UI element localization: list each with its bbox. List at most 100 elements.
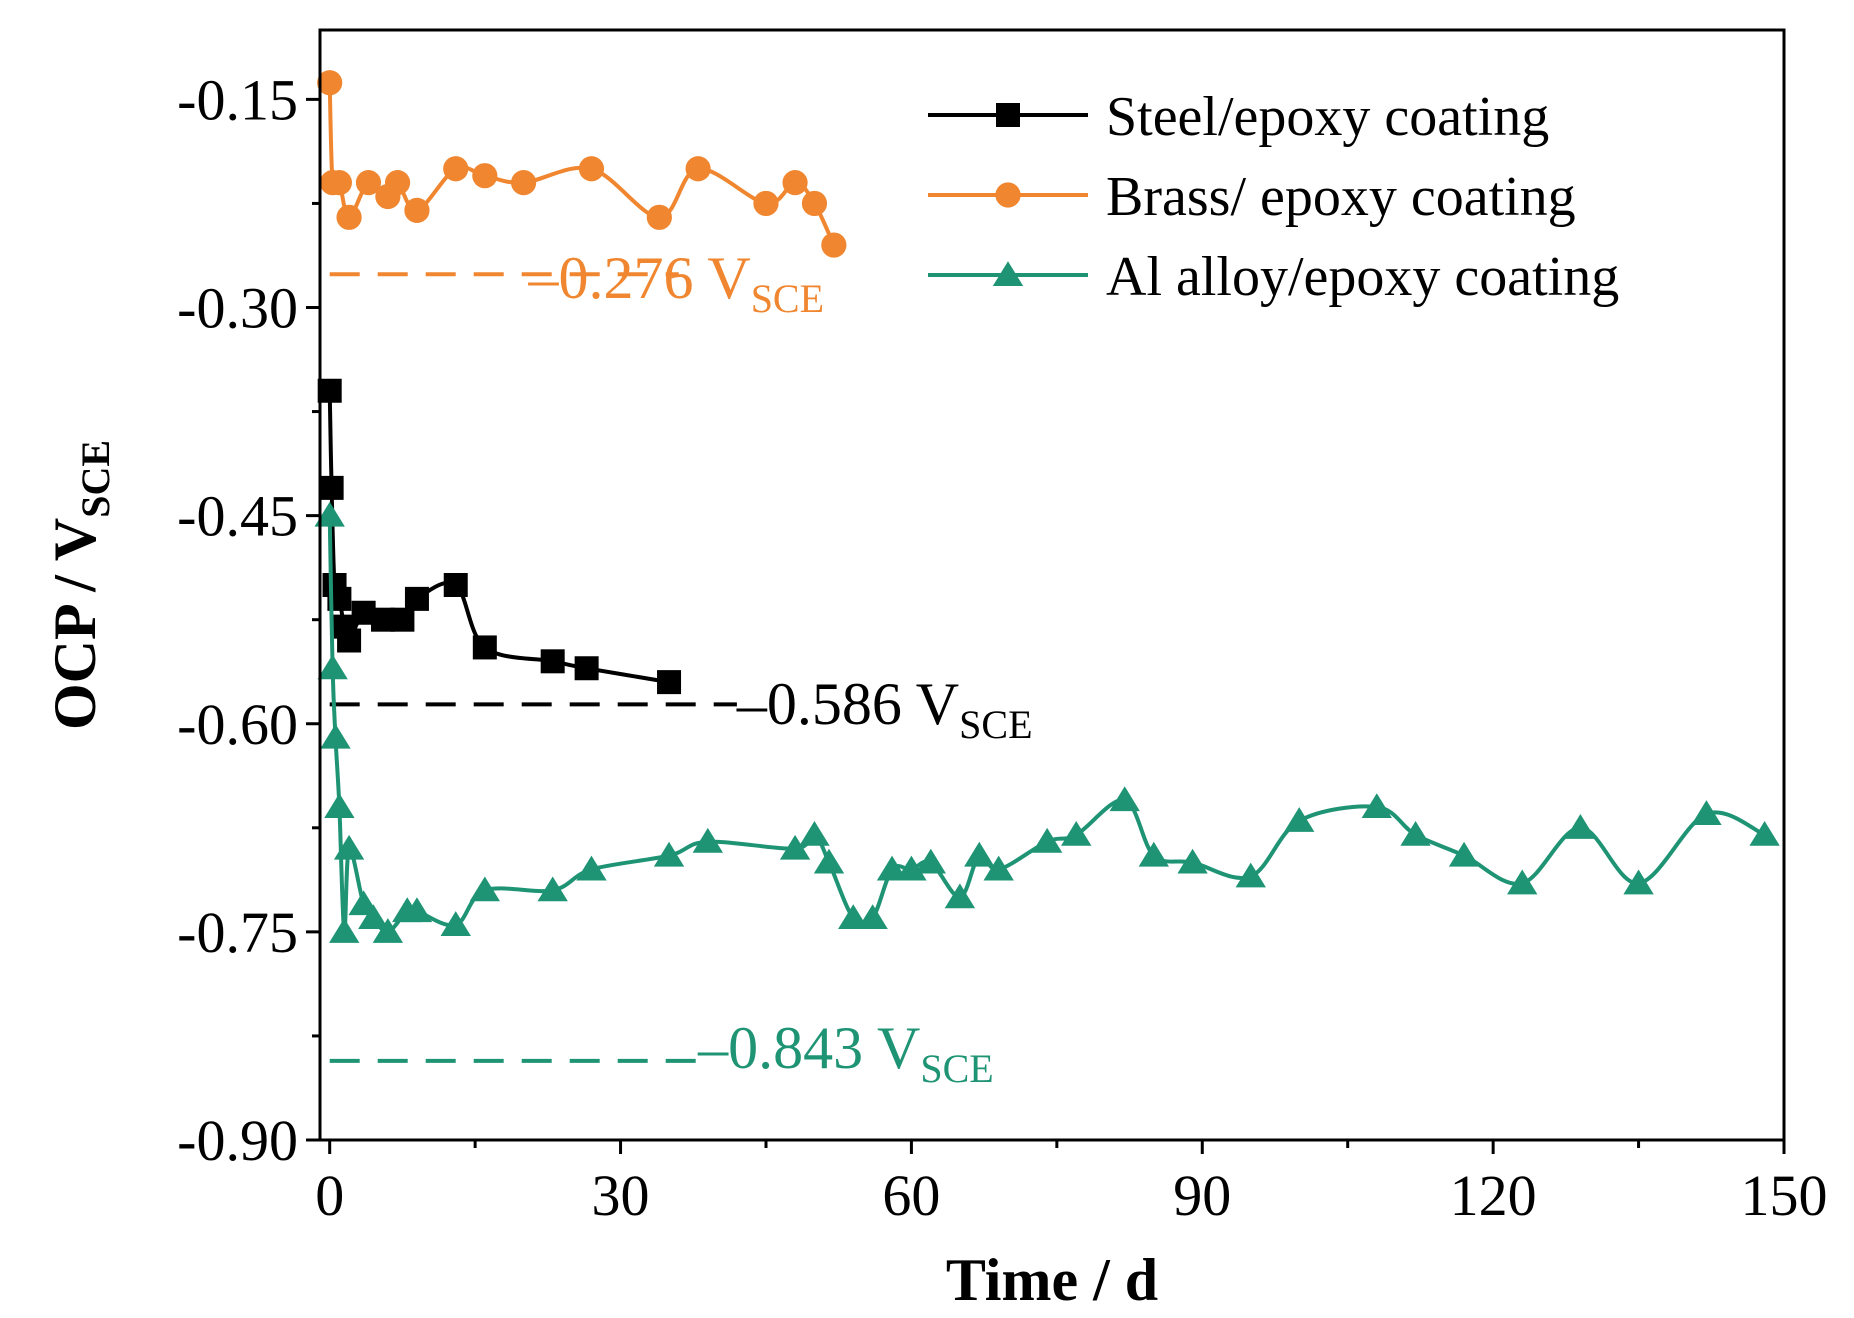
reference-lines: –0.276 VSCE–0.586 VSCE–0.843 VSCE	[329, 245, 1033, 1091]
y-axis-title-main: OCP / V	[42, 518, 108, 730]
data-point	[404, 586, 429, 611]
series-square	[317, 378, 682, 695]
data-point	[404, 197, 430, 223]
data-point	[1623, 869, 1654, 895]
reference-label-value: –0.843 V	[697, 1015, 920, 1081]
legend-marker	[992, 261, 1024, 287]
data-point	[443, 573, 468, 597]
axis-ticks: 0 30 60 90 120 150 -0.15 -0.30 -0.45 -0.60 -0.75 -0…	[177, 67, 1827, 1228]
data-point	[317, 70, 343, 96]
data-point	[576, 855, 607, 881]
reference-label: –0.276 VSCE	[527, 245, 824, 321]
reference-label-subscript: SCE	[751, 276, 824, 321]
data-point	[1565, 814, 1596, 839]
data-point	[685, 156, 711, 182]
data-point	[372, 918, 404, 943]
series-layer	[314, 70, 1780, 943]
data-point	[779, 834, 811, 860]
x-tick-label: 0	[315, 1163, 344, 1228]
data-point	[578, 156, 605, 182]
data-point	[896, 855, 927, 881]
series-circle	[317, 70, 847, 258]
data-point	[653, 841, 685, 867]
data-point	[1361, 793, 1392, 819]
data-point	[915, 848, 946, 874]
data-point	[358, 904, 389, 930]
legend-marker	[995, 182, 1021, 208]
x-tick-label: 90	[1173, 1163, 1231, 1228]
y-tick-label: -0.90	[177, 1108, 298, 1173]
legend-marker	[996, 103, 1020, 127]
data-point	[753, 190, 779, 217]
data-point	[324, 793, 355, 819]
data-point	[1284, 807, 1315, 832]
x-tick-label: 30	[592, 1163, 650, 1228]
data-point	[1691, 800, 1722, 825]
data-point	[390, 607, 415, 632]
data-point	[646, 204, 672, 230]
data-point	[944, 883, 976, 909]
data-point	[319, 475, 344, 500]
data-point	[1448, 841, 1480, 867]
data-point	[401, 897, 433, 923]
data-point	[317, 654, 348, 680]
data-point	[540, 649, 565, 674]
data-point	[1109, 786, 1140, 812]
data-point	[799, 820, 830, 846]
data-point	[1235, 862, 1266, 888]
data-point	[320, 723, 351, 749]
data-point	[821, 232, 847, 258]
data-point	[355, 170, 382, 196]
data-point	[314, 501, 345, 527]
y-tick-label: -0.45	[177, 484, 298, 549]
legend-item: Steel/epoxy coating	[928, 86, 1549, 148]
data-point	[1061, 820, 1092, 846]
data-point	[1749, 820, 1780, 846]
legend-item: Brass/ epoxy coating	[928, 166, 1576, 228]
data-point	[657, 670, 682, 695]
data-point	[1031, 827, 1063, 853]
y-tick-label: -0.75	[177, 900, 298, 965]
data-point	[336, 204, 362, 230]
y-axis-title-sub: SCE	[73, 440, 118, 518]
y-axis-title: OCP / VSCE	[42, 440, 118, 730]
data-point	[876, 855, 908, 881]
legend-label: Brass/ epoxy coating	[1106, 166, 1576, 228]
x-tick-label: 150	[1741, 1163, 1828, 1228]
data-point	[443, 156, 469, 182]
data-point	[511, 170, 537, 196]
reference-label-subscript: SCE	[920, 1046, 993, 1091]
data-point	[472, 635, 497, 660]
x-axis-title: Time / d	[946, 1247, 1158, 1313]
legend-label: Al alloy/epoxy coating	[1106, 246, 1619, 308]
legend: Steel/epoxy coating Brass/ epoxy coating A…	[928, 86, 1619, 308]
data-point	[801, 190, 828, 217]
data-point	[782, 170, 808, 196]
data-point	[337, 628, 362, 653]
data-point	[983, 855, 1014, 881]
data-point	[326, 170, 352, 196]
plot-frame	[318, 28, 1786, 1142]
x-tick-label: 60	[882, 1163, 940, 1228]
legend-item: Al alloy/epoxy coating	[928, 246, 1619, 308]
data-point	[1507, 869, 1538, 895]
data-point	[813, 848, 845, 874]
data-point	[1177, 848, 1208, 874]
reference-label-value: –0.276 V	[527, 245, 750, 311]
y-tick-label: -0.15	[177, 67, 298, 132]
data-point	[857, 904, 888, 930]
data-point	[333, 834, 365, 860]
data-point	[838, 904, 869, 930]
y-tick-label: -0.60	[177, 692, 298, 757]
data-point	[329, 918, 360, 943]
data-point	[440, 911, 471, 936]
x-tick-label: 120	[1450, 1163, 1537, 1228]
reference-label: –0.843 VSCE	[697, 1015, 994, 1091]
data-point	[1138, 841, 1169, 867]
data-point	[692, 827, 723, 853]
data-point	[574, 656, 599, 681]
reference-label: –0.586 VSCE	[736, 671, 1033, 747]
data-point	[537, 876, 568, 902]
data-point	[472, 163, 498, 189]
